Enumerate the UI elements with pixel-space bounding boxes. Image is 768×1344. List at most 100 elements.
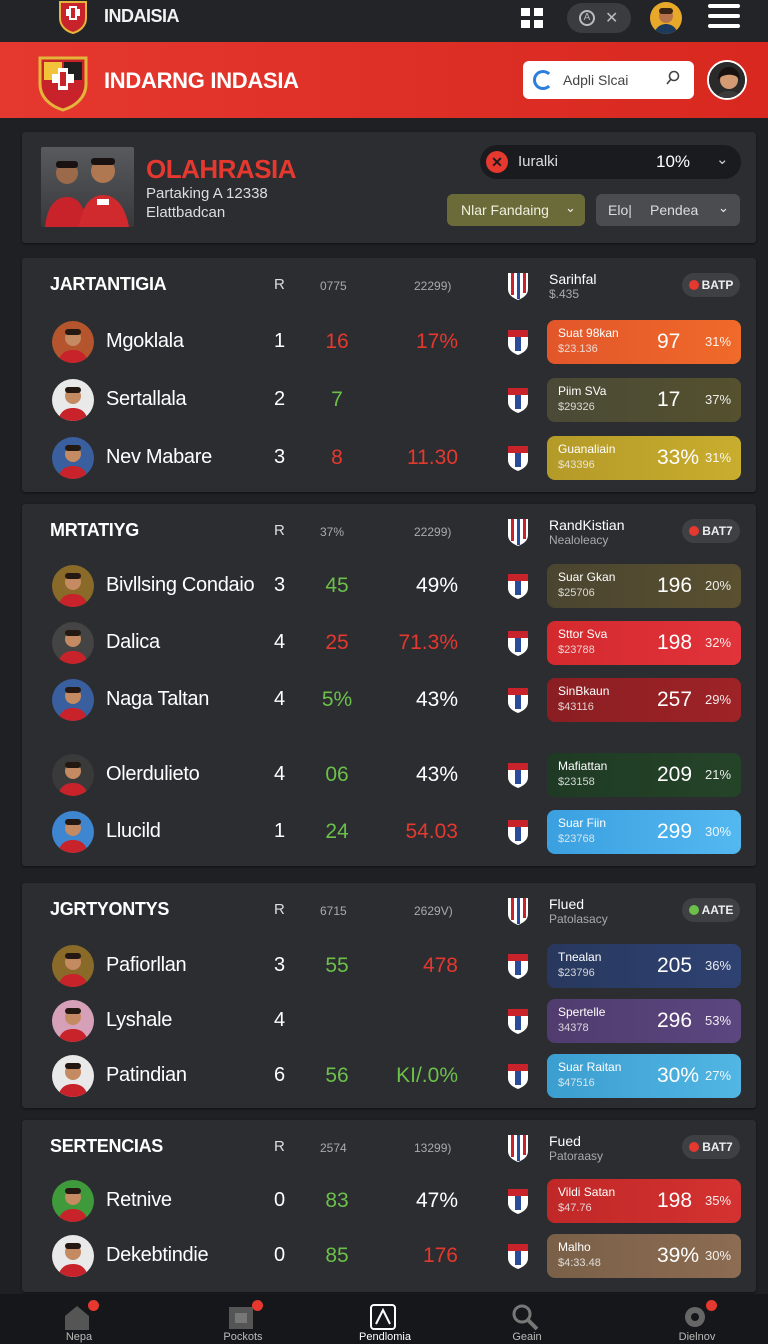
shield-icon[interactable]	[518, 4, 546, 32]
player-avatar[interactable]	[52, 679, 94, 721]
club-flag-icon	[506, 1006, 530, 1036]
period-dropdown[interactable]: Elo| Pendea ⌄	[596, 194, 740, 226]
player-avatar[interactable]	[52, 945, 94, 987]
leaderboard-card: JARTANTIGIA R 0775 22299) Sarihfal $.435 BATP M…	[22, 258, 756, 492]
tab-home[interactable]: Nepa	[24, 1294, 134, 1344]
column-caption: Sarihfal	[549, 271, 597, 287]
stat-tile[interactable]: Piim SVa $29326 17 37%	[547, 378, 741, 422]
menu-icon[interactable]	[708, 4, 740, 30]
stat-tile[interactable]: Suat 98kan $23.136 97 31%	[547, 320, 741, 364]
player-name[interactable]: Nev Mabare	[106, 446, 212, 468]
column-header-a: 2574	[320, 1141, 347, 1155]
stat-tile[interactable]: Suar Fiin $23768 299 30%	[547, 810, 741, 854]
status-badge[interactable]: BATP	[682, 273, 740, 297]
player-avatar[interactable]	[52, 1000, 94, 1042]
stat-tile-value: $23768	[558, 833, 595, 845]
player-name[interactable]: Llucild	[106, 820, 161, 842]
user-avatar[interactable]	[650, 2, 682, 34]
club-flag-icon	[506, 385, 530, 415]
tab-geain[interactable]: Geain	[472, 1294, 582, 1344]
player-percent: 17%	[415, 330, 458, 353]
close-icon[interactable]: ✕	[486, 151, 508, 173]
search-icon[interactable]	[665, 70, 681, 86]
player-name[interactable]: Dekebtindie	[106, 1244, 209, 1266]
player-avatar[interactable]	[52, 754, 94, 796]
player-name[interactable]: Dalica	[106, 631, 160, 653]
crest-logo-large	[38, 56, 88, 112]
tab-label: Nepa	[65, 1331, 93, 1343]
stat-tile[interactable]: SinBkaun $43116 257 29%	[547, 678, 741, 722]
stat-tile[interactable]: Suar Gkan $25706 196 20%	[547, 564, 741, 608]
search-box[interactable]: Adpli Slcai	[523, 61, 694, 99]
stat-tile-label: Suar Gkan	[558, 570, 616, 584]
column-header-b: 2629V)	[414, 904, 453, 918]
stat-tile-label: Sttor Sva	[558, 627, 608, 641]
player-avatar[interactable]	[52, 379, 94, 421]
filter-label: Iuralki	[518, 153, 559, 170]
player-avatar[interactable]	[52, 565, 94, 607]
player-percent: 11.30	[407, 446, 458, 469]
player-score: 5%	[321, 688, 353, 711]
stat-tile-label: Guanaliain	[558, 442, 616, 456]
player-name[interactable]: Mgoklala	[106, 330, 184, 352]
tab-pendlomia[interactable]: Pendlomia	[330, 1294, 440, 1344]
player-rank: 1	[274, 330, 286, 352]
profile-avatar[interactable]	[707, 60, 747, 100]
player-percent: 54.03	[405, 820, 458, 843]
player-avatar[interactable]	[52, 1235, 94, 1277]
player-avatar[interactable]	[52, 1055, 94, 1097]
player-name[interactable]: Patindian	[106, 1064, 187, 1086]
player-name[interactable]: Olerdulieto	[106, 763, 200, 785]
stat-tile-score: 299	[657, 820, 693, 843]
player-avatar[interactable]	[52, 437, 94, 479]
stat-tile[interactable]: Tnealan $23796 205 36%	[547, 944, 741, 988]
player-avatar[interactable]	[52, 1180, 94, 1222]
club-flag-icon	[506, 817, 530, 847]
column-header-a: 37%	[320, 525, 345, 539]
close-icon[interactable]: ✕	[605, 10, 619, 27]
player-name[interactable]: Sertallala	[106, 388, 187, 410]
stat-tile[interactable]: Vildi Satan $47.76 198 35%	[547, 1179, 741, 1223]
stat-tile[interactable]: Sttor Sva $23788 198 32%	[547, 621, 741, 665]
stat-tile[interactable]: Malho $4:33.48 39% 30%	[547, 1234, 741, 1278]
player-avatar[interactable]	[52, 622, 94, 664]
top-toggle-pill[interactable]: A ✕	[567, 3, 631, 33]
team-photo	[41, 147, 134, 227]
player-percent: 478	[422, 954, 458, 977]
player-name[interactable]: Pafiorllan	[106, 954, 187, 976]
stat-tile[interactable]: Mafiattan $23158 209 21%	[547, 753, 741, 797]
club-flag-icon	[506, 628, 530, 658]
search-input[interactable]: Adpli Slcai	[563, 72, 629, 88]
stat-tile[interactable]: Guanaliain $43396 33% 31%	[547, 436, 741, 480]
player-name[interactable]: Lyshale	[106, 1009, 173, 1031]
stat-tile[interactable]: Suar Raitan $47516 30% 27%	[547, 1054, 741, 1098]
badge-label: BAT7	[702, 524, 733, 538]
stat-tile-score: 30%	[657, 1064, 700, 1087]
stat-tile-value: $4:33.48	[558, 1257, 601, 1269]
stat-tile-value: $47516	[558, 1077, 595, 1089]
player-rank: 4	[274, 631, 286, 653]
player-avatar[interactable]	[52, 811, 94, 853]
stat-tile-percent: 29%	[705, 692, 732, 707]
tab-pockets[interactable]: Pockots	[188, 1294, 298, 1344]
status-badge[interactable]: BAT7	[682, 1135, 740, 1159]
player-score: 06	[325, 763, 349, 786]
status-badge[interactable]: AATE	[682, 898, 740, 922]
flag-icon	[506, 896, 530, 926]
player-avatar[interactable]	[52, 321, 94, 363]
club-flag-icon	[506, 685, 530, 715]
player-name[interactable]: Bivllsing Condaio	[106, 574, 255, 596]
stat-tile[interactable]: Spertelle 34378 296 53%	[547, 999, 741, 1043]
stat-tile-value: $25706	[558, 587, 595, 599]
ranking-dropdown[interactable]: Nlar Fandaing ⌄	[447, 194, 585, 226]
player-name[interactable]: Retnive	[106, 1189, 172, 1211]
notification-dot	[706, 1300, 717, 1311]
stat-tile-value: $29326	[558, 401, 595, 413]
tab-settings[interactable]: Dielnov	[642, 1294, 752, 1344]
filter-dropdown[interactable]: ✕ Iuralki 10% ⌄	[480, 145, 741, 179]
section-title: MRTATIYG	[50, 520, 139, 540]
stat-tile-value: 34378	[558, 1022, 589, 1034]
column-header-b: 22299)	[414, 279, 452, 293]
player-name[interactable]: Naga Taltan	[106, 688, 210, 710]
status-badge[interactable]: BAT7	[682, 519, 740, 543]
